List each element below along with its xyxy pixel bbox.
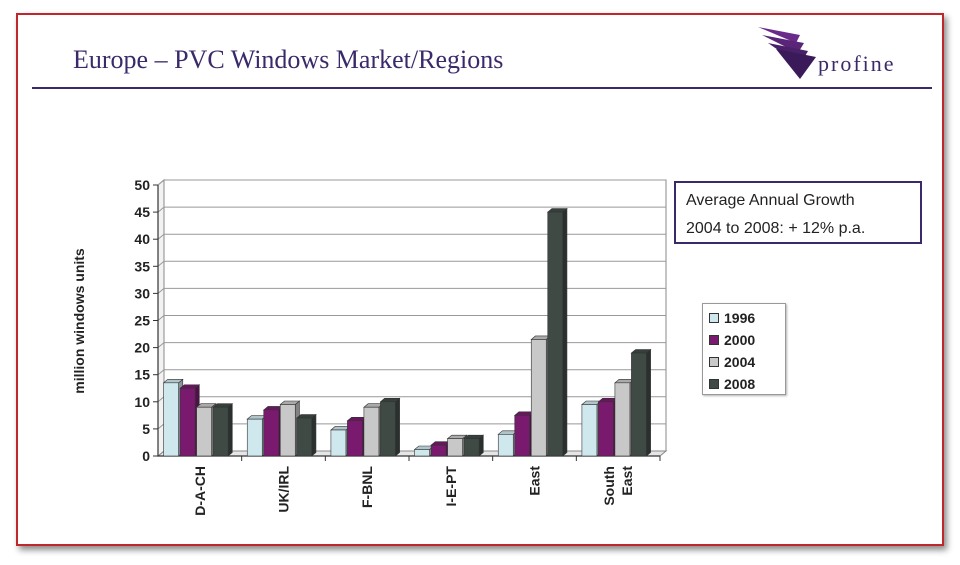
legend-swatch [709, 379, 719, 389]
y-tick-label: 50 [134, 177, 150, 193]
bar [547, 211, 564, 457]
y-tick-label: 30 [134, 285, 150, 301]
legend-item: 1996 [709, 307, 785, 329]
bar [631, 352, 647, 457]
legend-swatch [709, 357, 719, 367]
bar [598, 401, 614, 457]
legend-swatch [709, 313, 719, 323]
gridline-diag [157, 423, 165, 430]
legend-label: 2004 [724, 354, 756, 370]
bar [330, 429, 347, 457]
bar [430, 444, 447, 457]
bar [614, 382, 631, 457]
y-tick-label: 45 [134, 204, 150, 220]
gridline-diag [157, 369, 165, 376]
bar-chart: 0 5 10 15 20 25 30 35 40 45 50 D-A-CH UK/IRL F-BNL I-E… [71, 177, 668, 516]
bar [380, 401, 396, 457]
gridline-diag [157, 396, 165, 403]
y-axis-title: million windows units [71, 248, 87, 394]
bar [347, 420, 363, 457]
title-rule [32, 87, 932, 89]
gridline-diag [157, 342, 165, 348]
x-tick-label: East [527, 466, 543, 496]
legend-label: 2000 [724, 332, 756, 348]
legend-item: 2000 [709, 329, 785, 351]
y-tick-label: 0 [142, 448, 150, 464]
chart-legend: 1996 2000 2004 2008 [702, 303, 786, 395]
bar-side [646, 348, 651, 457]
gridline-diag [157, 179, 165, 186]
y-tick-label: 10 [134, 394, 150, 410]
x-tick-label: I-E-PT [443, 466, 459, 507]
x-tick-label: UK/IRL [276, 466, 292, 513]
y-tick-label: 20 [134, 340, 150, 356]
growth-annotation: Average Annual Growth 2004 to 2008: + 12… [674, 181, 922, 244]
legend-label: 1996 [724, 310, 756, 326]
gridline-diag [157, 315, 165, 321]
slide-title: Europe – PVC Windows Market/Regions [73, 45, 504, 74]
bar [530, 339, 547, 457]
y-tick-label: 5 [142, 421, 150, 437]
gridline-diag [157, 206, 165, 213]
y-tick-label: 25 [134, 313, 150, 329]
slide-frame: Europe – PVC Windows Market/Regions prof… [16, 13, 944, 546]
profine-logo-icon [758, 27, 816, 79]
x-tick-label: D-A-CH [192, 466, 208, 516]
legend-label: 2008 [724, 376, 756, 392]
bar [447, 438, 463, 457]
gridline-diag [157, 260, 165, 267]
gridline-diag [157, 288, 165, 294]
x-tick-label: South [601, 466, 617, 506]
bar [514, 415, 531, 457]
bar [296, 417, 313, 457]
x-tick-label: East [619, 466, 635, 496]
bar [463, 438, 480, 457]
bar [212, 406, 229, 457]
legend-swatch [709, 335, 719, 345]
bar [196, 406, 212, 457]
bar [581, 404, 598, 457]
bar [179, 387, 196, 457]
legend-item: 2008 [709, 373, 785, 395]
gridline-diag [157, 233, 165, 240]
bar [246, 418, 263, 457]
y-tick-label: 15 [134, 367, 150, 383]
bar [163, 382, 179, 457]
bar [263, 409, 280, 457]
bar-side [395, 397, 400, 457]
growth-line-1: Average Annual Growth [686, 192, 855, 209]
growth-line-2: 2004 to 2008: + 12% p.a. [686, 220, 866, 237]
bar-side [562, 207, 568, 457]
bar-side [311, 413, 317, 457]
bar-side [227, 403, 233, 457]
bar [497, 434, 514, 457]
y-tick-label: 35 [134, 258, 150, 274]
bar [279, 404, 296, 457]
bar [414, 449, 430, 457]
y-tick-label: 40 [134, 231, 150, 247]
x-tick-label: F-BNL [359, 466, 375, 508]
logo-text: profine [818, 51, 896, 76]
legend-item: 2004 [709, 351, 785, 373]
bar [363, 406, 380, 457]
